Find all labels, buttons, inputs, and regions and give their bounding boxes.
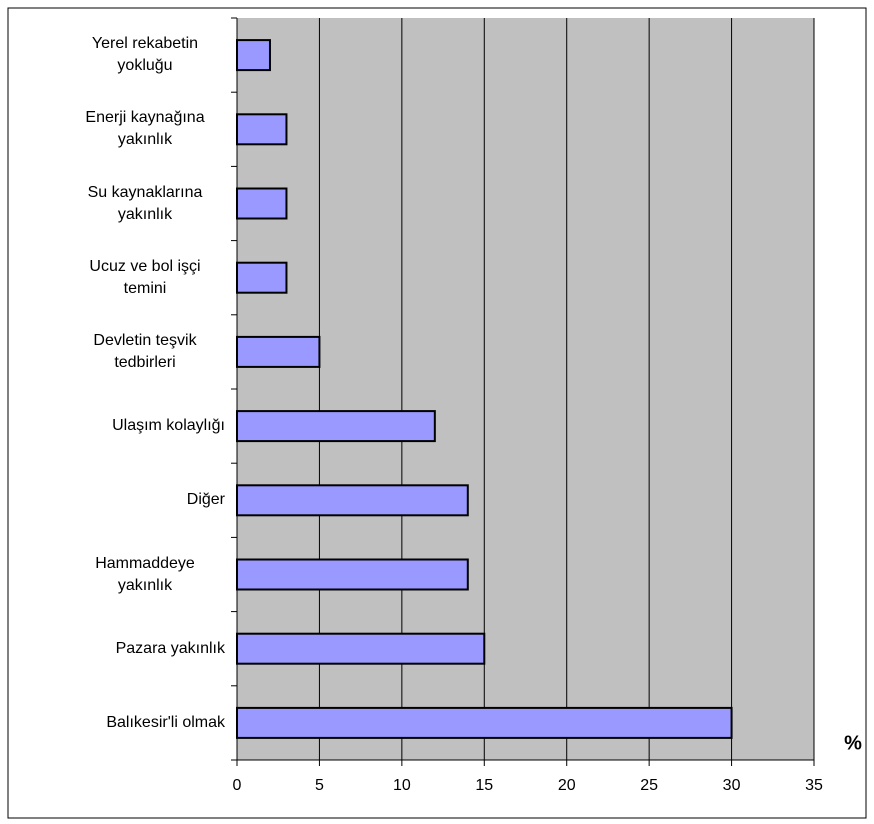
bar — [236, 113, 288, 146]
x-tick-label: 0 — [233, 777, 242, 794]
x-tick-label: 5 — [315, 777, 324, 794]
y-tick-label: Yerel rekabetin yokluğu — [91, 35, 199, 75]
bar — [236, 187, 288, 220]
bar — [236, 39, 271, 72]
bar — [236, 261, 288, 294]
bar — [236, 632, 486, 665]
y-tick-label: Ucuz ve bol işçi temini — [89, 257, 201, 297]
bar — [236, 335, 321, 368]
x-tick-label: 10 — [393, 777, 411, 794]
y-tick-label: Ulaşım kolaylığı — [112, 417, 225, 435]
x-tick-label: 25 — [640, 777, 658, 794]
bar — [236, 484, 469, 517]
y-tick-label: Su kaynaklarına yakınlık — [87, 183, 203, 223]
y-tick-label: Pazara yakınlık — [115, 639, 225, 657]
x-tick-label: 15 — [475, 777, 493, 794]
x-tick-label: 30 — [723, 777, 741, 794]
y-tick-label: Hammaddeye yakınlık — [95, 554, 195, 594]
y-tick-label: Enerji kaynağına yakınlık — [85, 109, 205, 149]
bar — [236, 410, 436, 443]
y-tick-label: Diğer — [186, 491, 225, 509]
y-tick-label: Balıkesir'li olmak — [106, 713, 225, 731]
x-axis-title: % — [844, 732, 862, 754]
bar — [236, 558, 469, 591]
x-tick-label: 20 — [558, 777, 576, 794]
x-tick-label: 35 — [805, 777, 823, 794]
bar — [236, 706, 733, 739]
y-tick-label: Devletin teşvik tedbirleri — [93, 331, 197, 371]
